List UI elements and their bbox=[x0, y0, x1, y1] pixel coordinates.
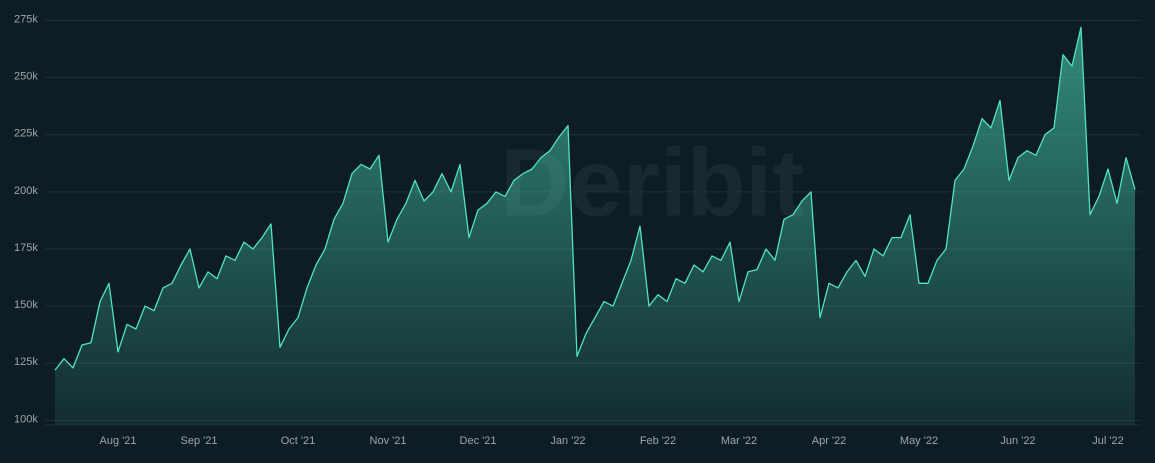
y-tick-label: 250k bbox=[14, 70, 38, 82]
x-tick-label: Aug '21 bbox=[100, 435, 137, 447]
line bbox=[54, 26, 1136, 371]
x-tick-label: Apr '22 bbox=[812, 435, 847, 447]
x-tick-label: May '22 bbox=[900, 435, 938, 447]
x-tick-label: Jun '22 bbox=[1000, 435, 1035, 447]
y-tick-label: 200k bbox=[14, 185, 38, 197]
x-tick-label: Sep '21 bbox=[181, 435, 218, 447]
y-tick-label: 275k bbox=[14, 13, 38, 25]
x-tick-label: Mar '22 bbox=[721, 435, 757, 447]
x-tick-label: Oct '21 bbox=[281, 435, 316, 447]
x-tick-label: Jan '22 bbox=[550, 435, 585, 447]
y-tick-label: 225k bbox=[14, 128, 38, 140]
y-tick-label: 100k bbox=[14, 413, 38, 425]
x-tick-label: Nov '21 bbox=[370, 435, 407, 447]
y-tick-label: 175k bbox=[14, 242, 38, 254]
x-tick-label: Dec '21 bbox=[460, 435, 497, 447]
x-tick-label: Feb '22 bbox=[640, 435, 676, 447]
x-tick-label: Jul '22 bbox=[1092, 435, 1123, 447]
y-tick-label: 125k bbox=[14, 356, 38, 368]
y-tick-label: 150k bbox=[14, 299, 38, 311]
area bbox=[55, 27, 1135, 426]
